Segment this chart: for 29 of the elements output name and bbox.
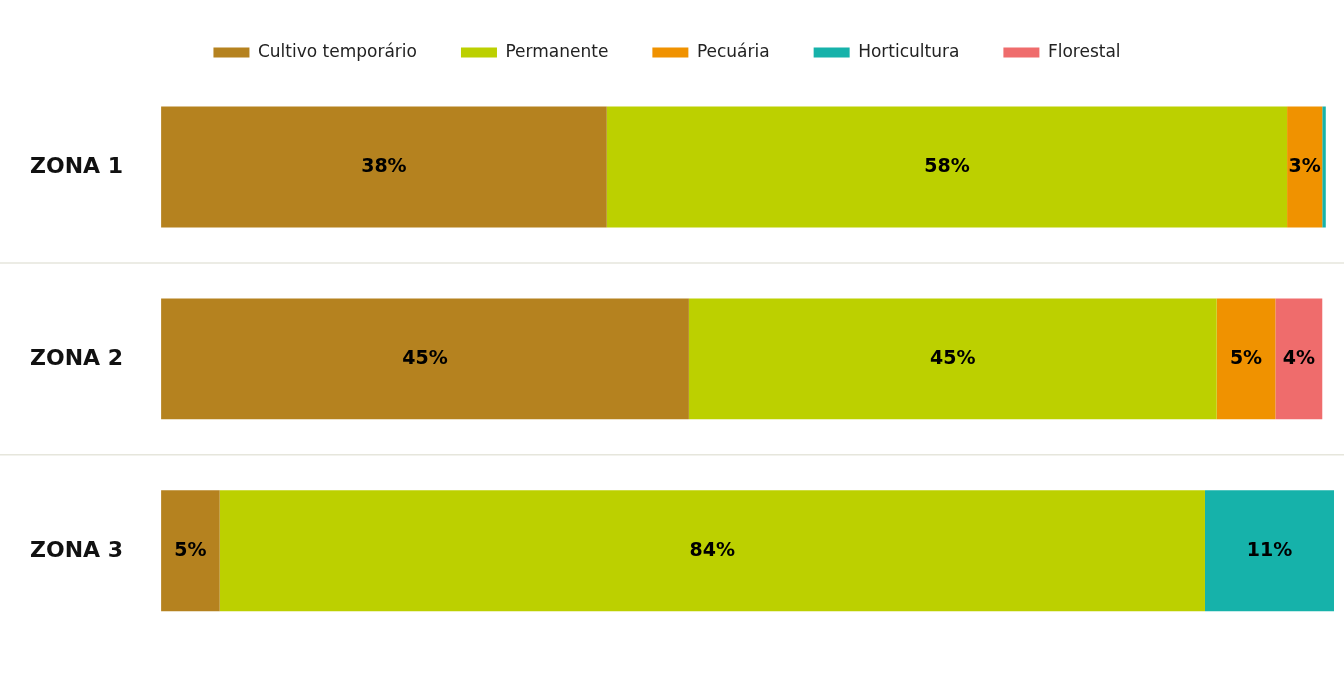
legend-label: Cultivo temporário: [257, 40, 417, 61]
bar: [219, 490, 1205, 612]
legend-label: Permanente: [505, 40, 609, 61]
bar: [1216, 298, 1276, 420]
y-tick-label: ZONA 1: [30, 152, 124, 178]
data-label: 58%: [924, 153, 970, 176]
data-label: 3%: [1288, 153, 1321, 176]
bar: [1204, 490, 1334, 612]
data-label: 84%: [689, 537, 736, 560]
legend-label: Horticultura: [858, 40, 960, 61]
bar: [1287, 106, 1323, 228]
bar: [688, 298, 1217, 420]
bar: [1322, 106, 1326, 228]
bar: [1275, 298, 1323, 420]
data-label: 45%: [930, 345, 976, 368]
y-tick-label: ZONA 3: [30, 536, 124, 562]
data-label: 5%: [174, 537, 207, 560]
bar: [161, 106, 607, 228]
data-label: 45%: [402, 345, 448, 368]
data-label: 38%: [361, 153, 407, 176]
legend-label: Florestal: [1047, 40, 1121, 61]
data-label: 5%: [1229, 345, 1263, 368]
legend-label: Pecuária: [696, 40, 770, 61]
data-label: 11%: [1246, 537, 1293, 560]
bar: [161, 490, 220, 612]
data-label: 4%: [1282, 345, 1315, 368]
bar: [161, 298, 689, 420]
bar: [606, 106, 1288, 228]
y-tick-label: ZONA 2: [30, 344, 124, 370]
